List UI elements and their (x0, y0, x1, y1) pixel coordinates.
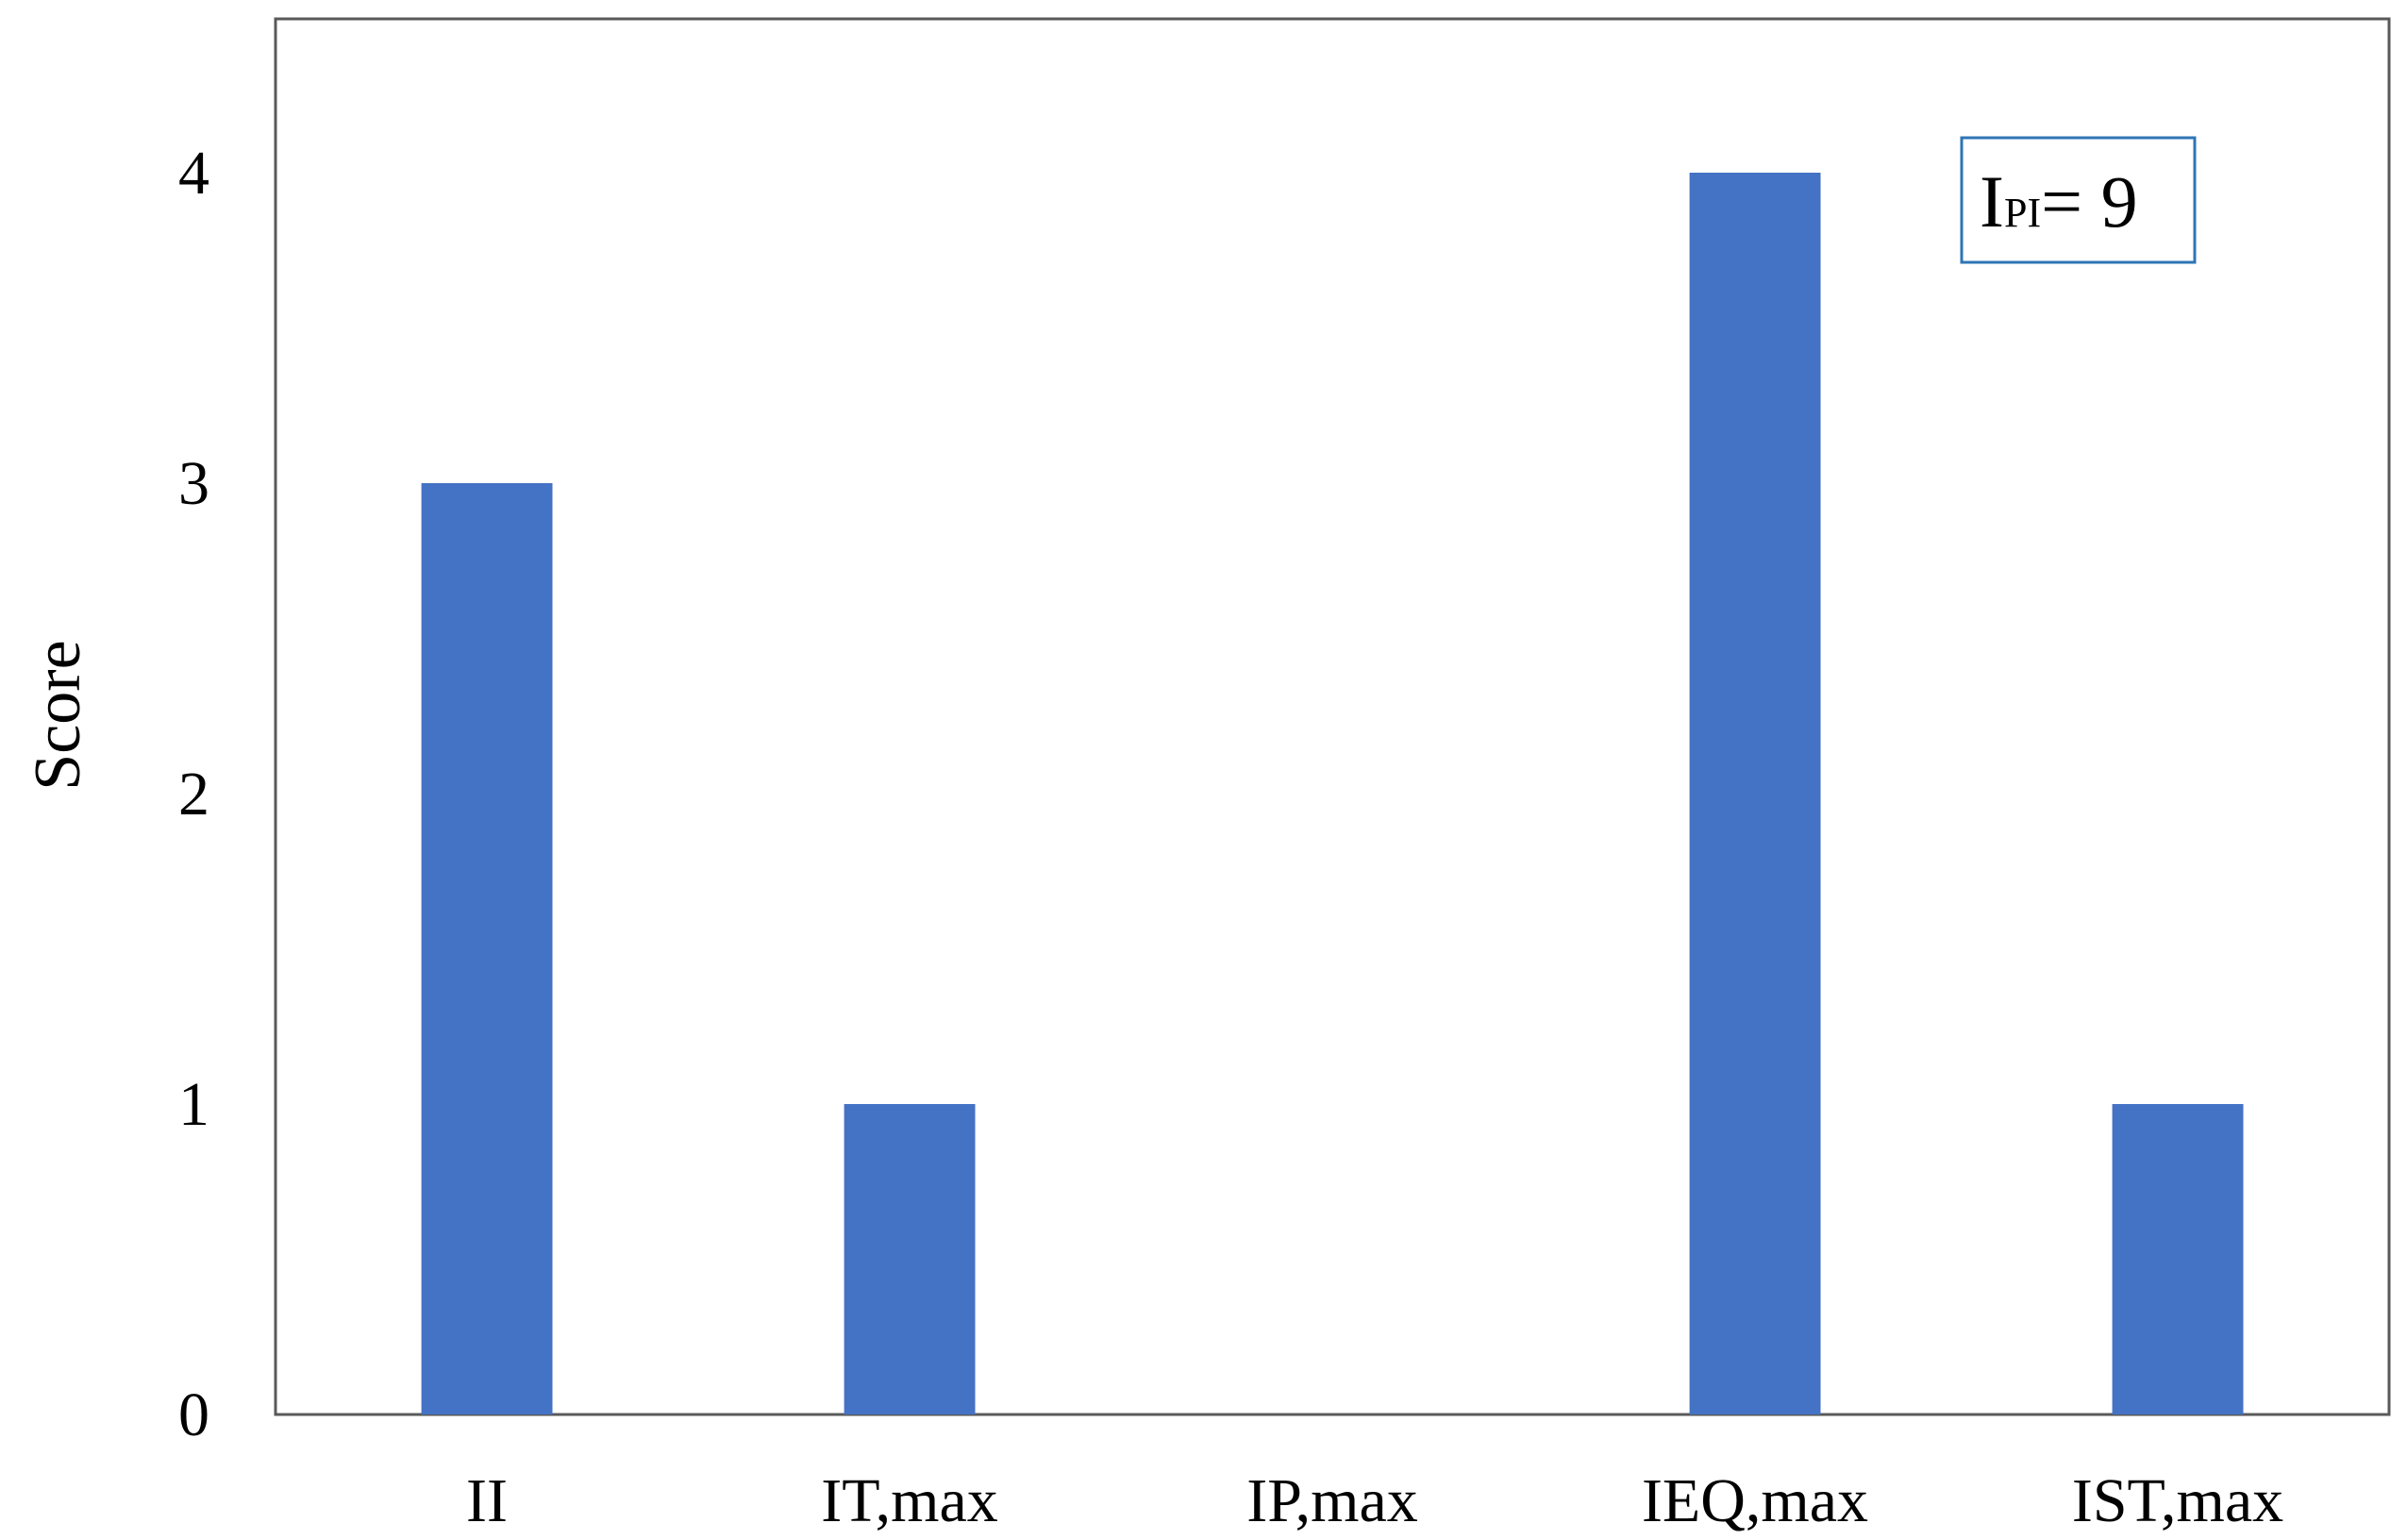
annotation-border (1960, 136, 2197, 264)
x-tick-label-2: IP,max (1246, 1466, 1418, 1535)
x-tick-labels: II IT,max IP,max IEQ,max IST,max (466, 1466, 2283, 1535)
y-axis-title: Score (22, 640, 94, 790)
annotation-rest: = 9 (2041, 160, 2138, 243)
bar-0 (421, 483, 553, 1414)
y-tick-label-0: 0 (178, 1381, 209, 1449)
annotation-text: IPI= 9 (1980, 160, 2138, 243)
y-tick-labels: 0 1 2 3 4 (178, 139, 209, 1449)
bar-3 (1689, 173, 1821, 1414)
bars-layer (421, 173, 2244, 1414)
y-tick-label-1: 1 (178, 1070, 209, 1139)
bar-1 (844, 1104, 976, 1414)
annotation-main: I (1980, 160, 2004, 243)
y-tick-label-4: 4 (178, 139, 209, 208)
bar-4 (2112, 1104, 2244, 1414)
y-tick-label-2: 2 (178, 760, 209, 829)
x-tick-label-4: IST,max (2072, 1466, 2283, 1535)
x-tick-label-0: II (466, 1466, 508, 1535)
x-tick-label-3: IEQ,max (1642, 1466, 1868, 1535)
plot-area-frame (274, 17, 2391, 1416)
x-tick-label-1: IT,max (821, 1466, 998, 1535)
y-tick-label-3: 3 (178, 449, 209, 518)
annotation-subscript: PI (2004, 190, 2041, 236)
annotation-box: IPI= 9 (1960, 136, 2197, 264)
